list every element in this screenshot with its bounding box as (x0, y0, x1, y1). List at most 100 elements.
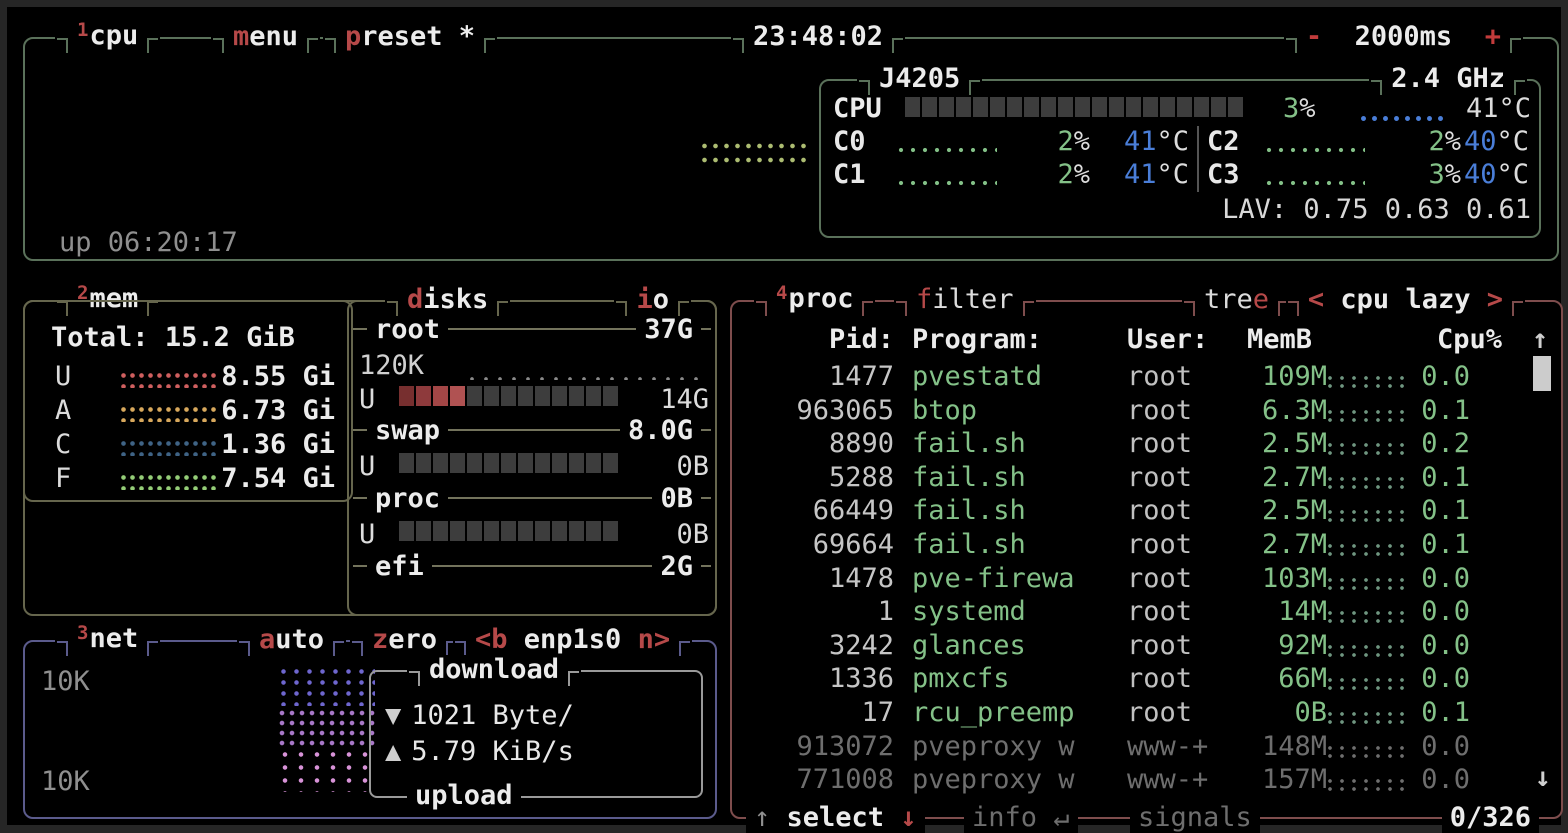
process-pid: 1 (742, 598, 894, 625)
process-row[interactable]: 913072 pveproxy w www-+ 148M 0.0 (742, 730, 1551, 764)
filter-button[interactable]: filter (894, 285, 1036, 315)
tab-disks[interactable]: disks (385, 285, 510, 315)
scroll-up-icon[interactable]: ↑ (1532, 326, 1548, 353)
mem-row-label: C (55, 431, 71, 458)
proc-hotkey: 4 (776, 282, 787, 304)
up-arrow-icon: ▲ (385, 736, 401, 767)
tab-net[interactable]: 3net (55, 625, 160, 655)
process-row[interactable]: 8890 fail.sh root 2.5M 0.2 (742, 427, 1551, 461)
process-row[interactable]: 69664 fail.sh root 2.7M 0.1 (742, 528, 1551, 562)
cpu-total-pct: 3% (1283, 95, 1316, 122)
scroll-down-icon[interactable]: ↓ (1535, 764, 1551, 791)
process-program: pmxcfs (912, 665, 1010, 692)
sort-selector[interactable]: < cpu lazy > (1286, 285, 1525, 315)
preset-button[interactable]: preset * (323, 22, 497, 52)
process-pid: 771008 (742, 766, 894, 793)
process-row[interactable]: 963065 btop root 6.3M 0.1 (742, 394, 1551, 428)
tab-io[interactable]: io (614, 285, 691, 315)
mem-row-label: U (55, 363, 71, 390)
down-arrow-icon: ▼ (385, 700, 401, 731)
info-button[interactable]: info ↵ (964, 803, 1078, 833)
col-program[interactable]: Program: (912, 326, 1042, 353)
proc-scrollbar-thumb[interactable] (1533, 356, 1551, 391)
mem-row-graph (117, 368, 219, 388)
col-mem[interactable]: MemB (1247, 326, 1312, 353)
iface-next-button[interactable]: n> (638, 624, 671, 655)
interval-increase-button[interactable]: + (1485, 21, 1501, 52)
net-scale-top: 10K (41, 668, 90, 695)
load-average: LAV: 0.75 0.63 0.61 (821, 192, 1539, 225)
process-row[interactable]: 1 systemd root 14M 0.0 (742, 595, 1551, 629)
process-user: www-+ (1127, 766, 1208, 793)
signals-button[interactable]: signals (1130, 803, 1260, 833)
clock: 23:48:02 (731, 22, 905, 52)
process-mem: 148M (1207, 733, 1327, 760)
mem-total: Total: 15.2 GiB (51, 324, 295, 351)
update-interval: - 2000ms + (1284, 22, 1523, 52)
process-row[interactable]: 1336 pmxcfs root 66M 0.0 (742, 662, 1551, 696)
interval-decrease-button[interactable]: - (1306, 21, 1322, 52)
core-pct: 2% (1046, 161, 1090, 188)
process-row[interactable]: 1477 pvestatd root 109M 0.0 (742, 360, 1551, 394)
process-row[interactable]: 3242 glances root 92M 0.0 (742, 629, 1551, 663)
process-pid: 963065 (742, 397, 894, 424)
process-user: root (1127, 598, 1192, 625)
net-box: 3net auto zero <b enp1s0 n> 10K 10K down… (23, 640, 717, 819)
col-pid[interactable]: Pid: (742, 326, 894, 353)
process-pid: 913072 (742, 733, 894, 760)
sort-prev-button[interactable]: < (1308, 284, 1324, 315)
cpu-box: 1cpu menu preset * 23:48:02 - 2000ms + u… (23, 37, 1559, 261)
sort-next-button[interactable]: > (1487, 284, 1503, 315)
process-pid: 1336 (742, 665, 894, 692)
sort-mode: cpu lazy (1324, 284, 1487, 315)
process-cpu-graph (1322, 574, 1412, 590)
process-mem: 103M (1207, 565, 1327, 592)
process-user: root (1127, 363, 1192, 390)
net-upload-graph (275, 746, 375, 792)
process-cpu: 0.1 (1402, 464, 1470, 491)
process-cpu-graph (1322, 406, 1412, 422)
process-count: 0/326 (1442, 803, 1539, 833)
process-row[interactable]: 5288 fail.sh root 2.7M 0.1 (742, 461, 1551, 495)
net-interface-switcher[interactable]: <b enp1s0 n> (453, 625, 692, 655)
net-zero-button[interactable]: zero (350, 625, 459, 655)
process-program: fail.sh (912, 464, 1026, 491)
col-user[interactable]: User: (1127, 326, 1208, 353)
cpu-hotkey: 1 (77, 19, 88, 41)
process-program: systemd (912, 598, 1026, 625)
disk-root-used: U 14G (359, 384, 709, 414)
disk-root-io: 120K (359, 350, 709, 380)
process-row[interactable]: 66449 fail.sh root 2.5M 0.1 (742, 494, 1551, 528)
process-row[interactable]: 771008 pveproxy w www-+ 157M 0.0 (742, 763, 1551, 797)
mem-row: A 6.73 Gi (25, 394, 343, 428)
cpu-temp-graph (1356, 111, 1448, 122)
core-graph (893, 142, 997, 154)
process-cpu-graph (1322, 641, 1412, 657)
process-program: glances (912, 632, 1026, 659)
process-cpu-graph (1322, 506, 1412, 522)
cpu-total-label: CPU (833, 95, 882, 122)
select-control[interactable]: ↑ select ↓ (746, 803, 925, 833)
menu-button[interactable]: menu (211, 22, 320, 52)
process-row[interactable]: 17 rcu_preemp root 0B 0.1 (742, 696, 1551, 730)
process-mem: 92M (1207, 632, 1327, 659)
cpu-frequency: 2.4 GHz (1369, 64, 1527, 94)
iface-name: enp1s0 (508, 624, 638, 655)
process-user: root (1127, 430, 1192, 457)
cpu-total-temp: 41°C (1466, 95, 1531, 122)
core-pct: 3% (1417, 161, 1461, 188)
net-graph-mid (275, 706, 375, 746)
disk-root-meter (399, 386, 618, 406)
process-program: fail.sh (912, 497, 1026, 524)
cpu-model: J4205 (857, 64, 982, 94)
tab-proc[interactable]: 4proc (754, 285, 875, 315)
mem-box: 2mem Total: 15.2 GiB U 8.55 Gi A 6.73 Gi… (23, 300, 717, 616)
process-row[interactable]: 1478 pve-firewa root 103M 0.0 (742, 562, 1551, 596)
tab-cpu[interactable]: 1cpu (55, 22, 160, 52)
iface-prev-button[interactable]: <b (475, 624, 508, 655)
download-speed: ▼1021 Byte/ (385, 702, 574, 729)
net-auto-button[interactable]: auto (237, 625, 346, 655)
process-pid: 66449 (742, 497, 894, 524)
col-cpu[interactable]: Cpu% (1437, 326, 1502, 353)
tree-button[interactable]: tree (1182, 285, 1291, 315)
